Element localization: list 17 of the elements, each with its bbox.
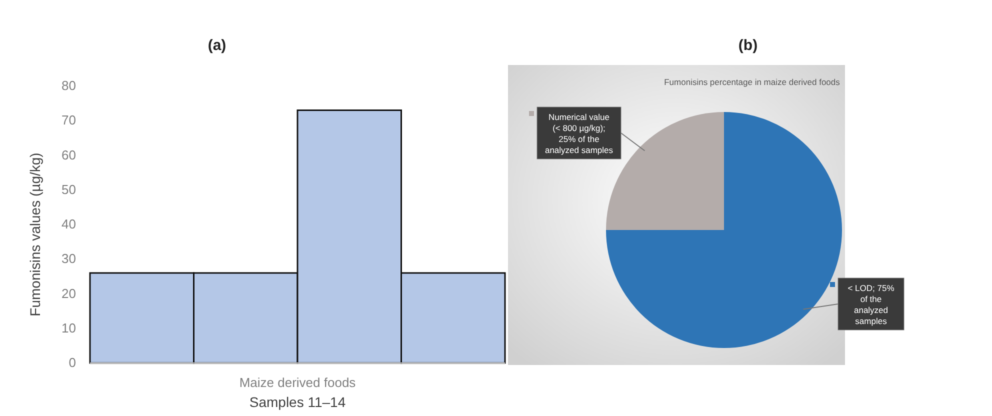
y-axis-title: Fumonisins values (µg/kg) [27, 152, 43, 316]
y-tick-label: 60 [62, 147, 76, 162]
y-tick-label: 80 [62, 78, 76, 93]
y-tick-label: 40 [62, 216, 76, 232]
chart-subtitle: Fumonisins percentage in maize derived foods [664, 77, 840, 87]
y-tick-label: 20 [62, 286, 76, 301]
text: Maize derived foods [239, 375, 356, 390]
y-tick-label: 50 [62, 182, 76, 197]
legend-label: < LOD; 75% of the analyzed samples [848, 283, 895, 326]
chart-title: (b) [738, 37, 758, 54]
legend-label: Numerical value (< 800 µg/kg); 25% of the analyzed samples [544, 112, 614, 155]
chart-title: (a) [208, 37, 226, 54]
y-tick-label: 30 [62, 251, 76, 266]
y-tick-label: 10 [62, 320, 76, 336]
y-tick-label: 70 [62, 112, 76, 128]
x-axis-title: Samples 11–14 [249, 394, 346, 410]
y-tick-label: 0 [68, 355, 76, 370]
